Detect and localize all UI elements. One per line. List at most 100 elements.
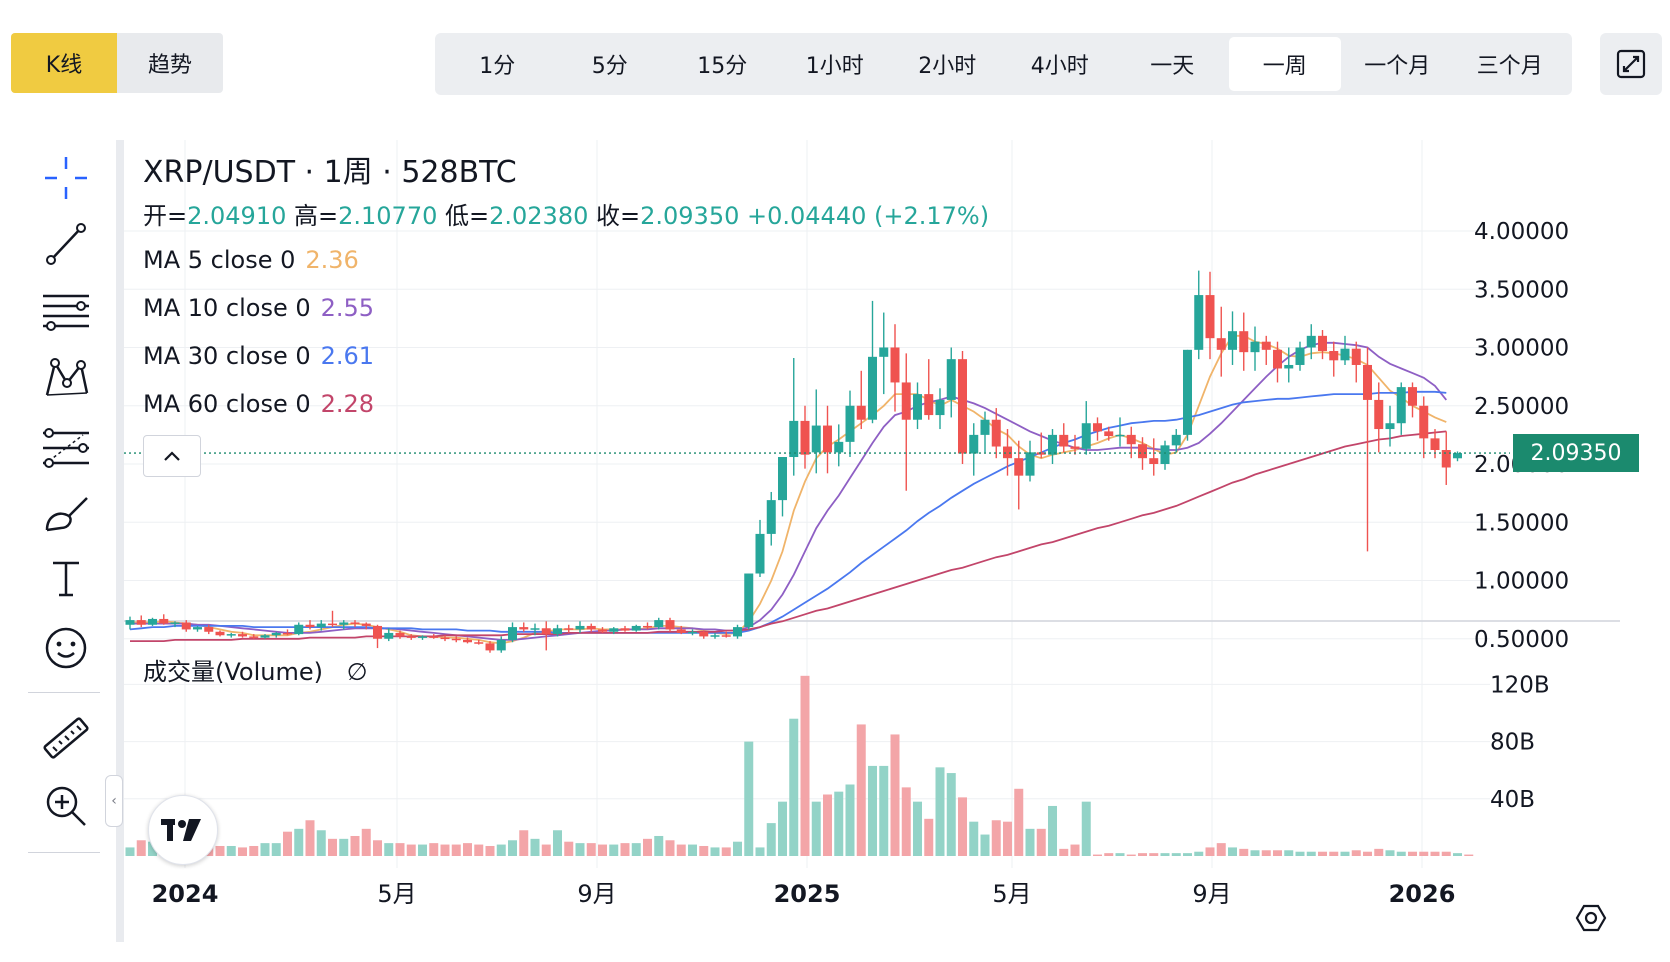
trend-line-icon [46,223,86,265]
x-tick-label: 9月 [577,880,616,908]
zoom-in-icon [46,786,86,826]
text-tool[interactable] [28,550,104,606]
candle-body [868,356,877,420]
tradingview-logo[interactable] [148,795,218,865]
candle-body [1171,434,1181,446]
interval-15m[interactable]: 15分 [697,54,748,79]
volume-bar [688,844,697,856]
interval-3mo[interactable]: 三个月 [1476,54,1543,79]
volume-bar [1385,850,1395,856]
volume-bar [969,821,979,856]
trend-line-tool[interactable] [28,215,104,271]
volume-bar [958,797,967,856]
ma5-value: 2.36 [305,246,359,274]
volume-bar [856,724,866,856]
eye-off-icon[interactable]: ∅ [346,658,368,686]
candle-body [1273,349,1282,369]
low-label: 低= [445,202,490,230]
symbol-title: XRP/USDT · 1周 · 528BTC [143,155,517,190]
close-label: 收= [596,202,641,230]
volume-bar [125,847,135,856]
candle-body [609,628,619,632]
interval-1w[interactable]: 一周 [1228,37,1341,91]
interval-1m[interactable]: 1分 [479,54,516,79]
emoji-tool[interactable] [28,620,104,676]
toolbar-divider-bottom [28,852,100,853]
ruler-tool[interactable] [28,710,104,766]
fullscreen-button[interactable] [1600,33,1662,95]
candle-body [598,629,607,632]
candle-body [1374,399,1384,430]
change-value: +0.04440 (+2.17%) [747,202,990,230]
ma-line [130,334,1447,645]
x-tick-label: 9月 [1192,880,1231,908]
volume-bar [1003,821,1012,856]
candle-body [373,625,382,639]
zoom-in-tool[interactable] [28,778,104,834]
candle-body [249,636,259,638]
fib-tool[interactable] [28,420,104,476]
candle-body [1329,350,1339,361]
candle-body [1363,364,1372,400]
volume-bar [339,838,349,856]
volume-bar [789,718,799,856]
candle-body [294,624,304,635]
candle-body [789,420,799,458]
volume-bar [766,823,776,856]
candle-body [136,620,146,625]
volume-bar [699,845,709,856]
volume-bar [1396,851,1406,856]
chart-settings-button[interactable] [1570,897,1612,939]
tab-trend[interactable]: 趋势 [147,53,192,78]
interval-4h[interactable]: 4小时 [1030,54,1089,79]
legend-collapse-button[interactable] [143,435,201,477]
candle-body [1205,295,1215,339]
interval-1h[interactable]: 1小时 [805,54,864,79]
candle-body [564,628,574,630]
brush-tool[interactable] [28,485,104,541]
emoji-icon [45,627,87,669]
interval-selector: 1分 5分 15分 1小时 2小时 4小时 一天 一周 一个月 三个月 [435,33,1572,95]
volume-bar [316,830,326,856]
low-value: 2.02380 [489,202,589,230]
volume-bar [609,844,619,856]
candle-body [1306,335,1316,348]
candle-body [1228,331,1237,350]
interval-2h[interactable]: 2小时 [918,54,977,79]
candle-body [991,419,1001,447]
volume-bar [710,847,720,856]
volume-bar [496,844,506,856]
ruler-icon [43,717,89,759]
volume-bar [1070,844,1080,856]
volume-bar [1093,854,1102,856]
horizontal-lines-tool[interactable] [28,285,104,341]
candle-body [496,639,506,651]
ma30-value: 2.61 [320,342,375,370]
y-tick-label: 3.50000 [1474,277,1569,303]
candle-body [339,622,349,625]
volume-bar [1419,851,1429,856]
interval-5m[interactable]: 5分 [591,54,628,79]
candle-body [935,399,945,416]
volume-bar [598,844,607,856]
volume-bar [508,840,517,856]
crosshair-tool[interactable] [28,150,104,206]
volume-bar [564,841,574,856]
candle-body [1261,341,1271,350]
volume-bar [440,844,450,856]
interval-1mo[interactable]: 一个月 [1364,54,1431,79]
interval-1d[interactable]: 一天 [1150,54,1195,79]
candle-body [170,622,180,624]
volume-bar [1351,850,1361,856]
volume-bar [395,843,405,856]
volume-bar [429,843,439,856]
ma5-row: MA 5 close 0 2.36 [143,236,989,284]
ohlc-row: 开=2.04910 高=2.10770 低=2.02380 收=2.09350 … [143,196,989,236]
candle-body [305,624,315,628]
tab-kline[interactable]: K线 [11,33,117,93]
volume-bar [350,835,360,856]
pattern-tool[interactable] [28,350,104,406]
toolbar-collapse-button[interactable]: ‹ [105,775,123,827]
volume-bar [530,838,540,856]
